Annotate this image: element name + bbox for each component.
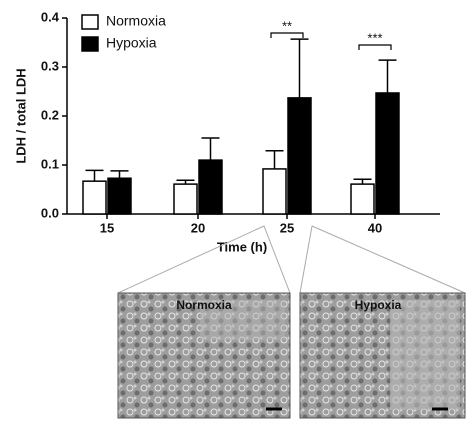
legend-label: Hypoxia — [106, 35, 157, 51]
y-tick-label: 0.4 — [41, 9, 60, 24]
bar — [173, 183, 198, 215]
micrograph-label: Normoxia — [176, 298, 232, 312]
significance-label: ** — [282, 18, 292, 33]
bar — [287, 97, 312, 215]
y-tick-label: 0.2 — [41, 107, 59, 122]
significance-label: *** — [367, 30, 382, 45]
y-tick-label: 0.1 — [41, 156, 59, 171]
significance-bracket — [358, 44, 392, 50]
legend-swatch — [81, 14, 99, 30]
bar — [375, 92, 400, 215]
micrograph-region — [390, 300, 460, 410]
micrograph-region — [200, 300, 285, 340]
x-tick-label: 40 — [368, 220, 382, 235]
legend-label: Normoxia — [106, 13, 166, 29]
bar — [82, 180, 107, 215]
legend-swatch — [81, 36, 99, 52]
micrograph-label: Hypoxia — [355, 298, 402, 312]
significance-bracket — [270, 32, 304, 38]
x-tick-label: 25 — [280, 220, 294, 235]
y-axis-label: LDH / total LDH — [13, 68, 28, 163]
x-tick-label: 15 — [100, 220, 114, 235]
x-axis-label: Time (h) — [217, 239, 267, 254]
bar — [350, 183, 375, 215]
bar — [198, 159, 223, 215]
bar — [107, 177, 132, 215]
bar — [262, 168, 287, 215]
y-tick-label: 0.3 — [41, 58, 59, 73]
x-tick-label: 20 — [191, 220, 205, 235]
y-tick-label: 0.0 — [41, 205, 59, 220]
micrograph-links — [117, 225, 466, 294]
